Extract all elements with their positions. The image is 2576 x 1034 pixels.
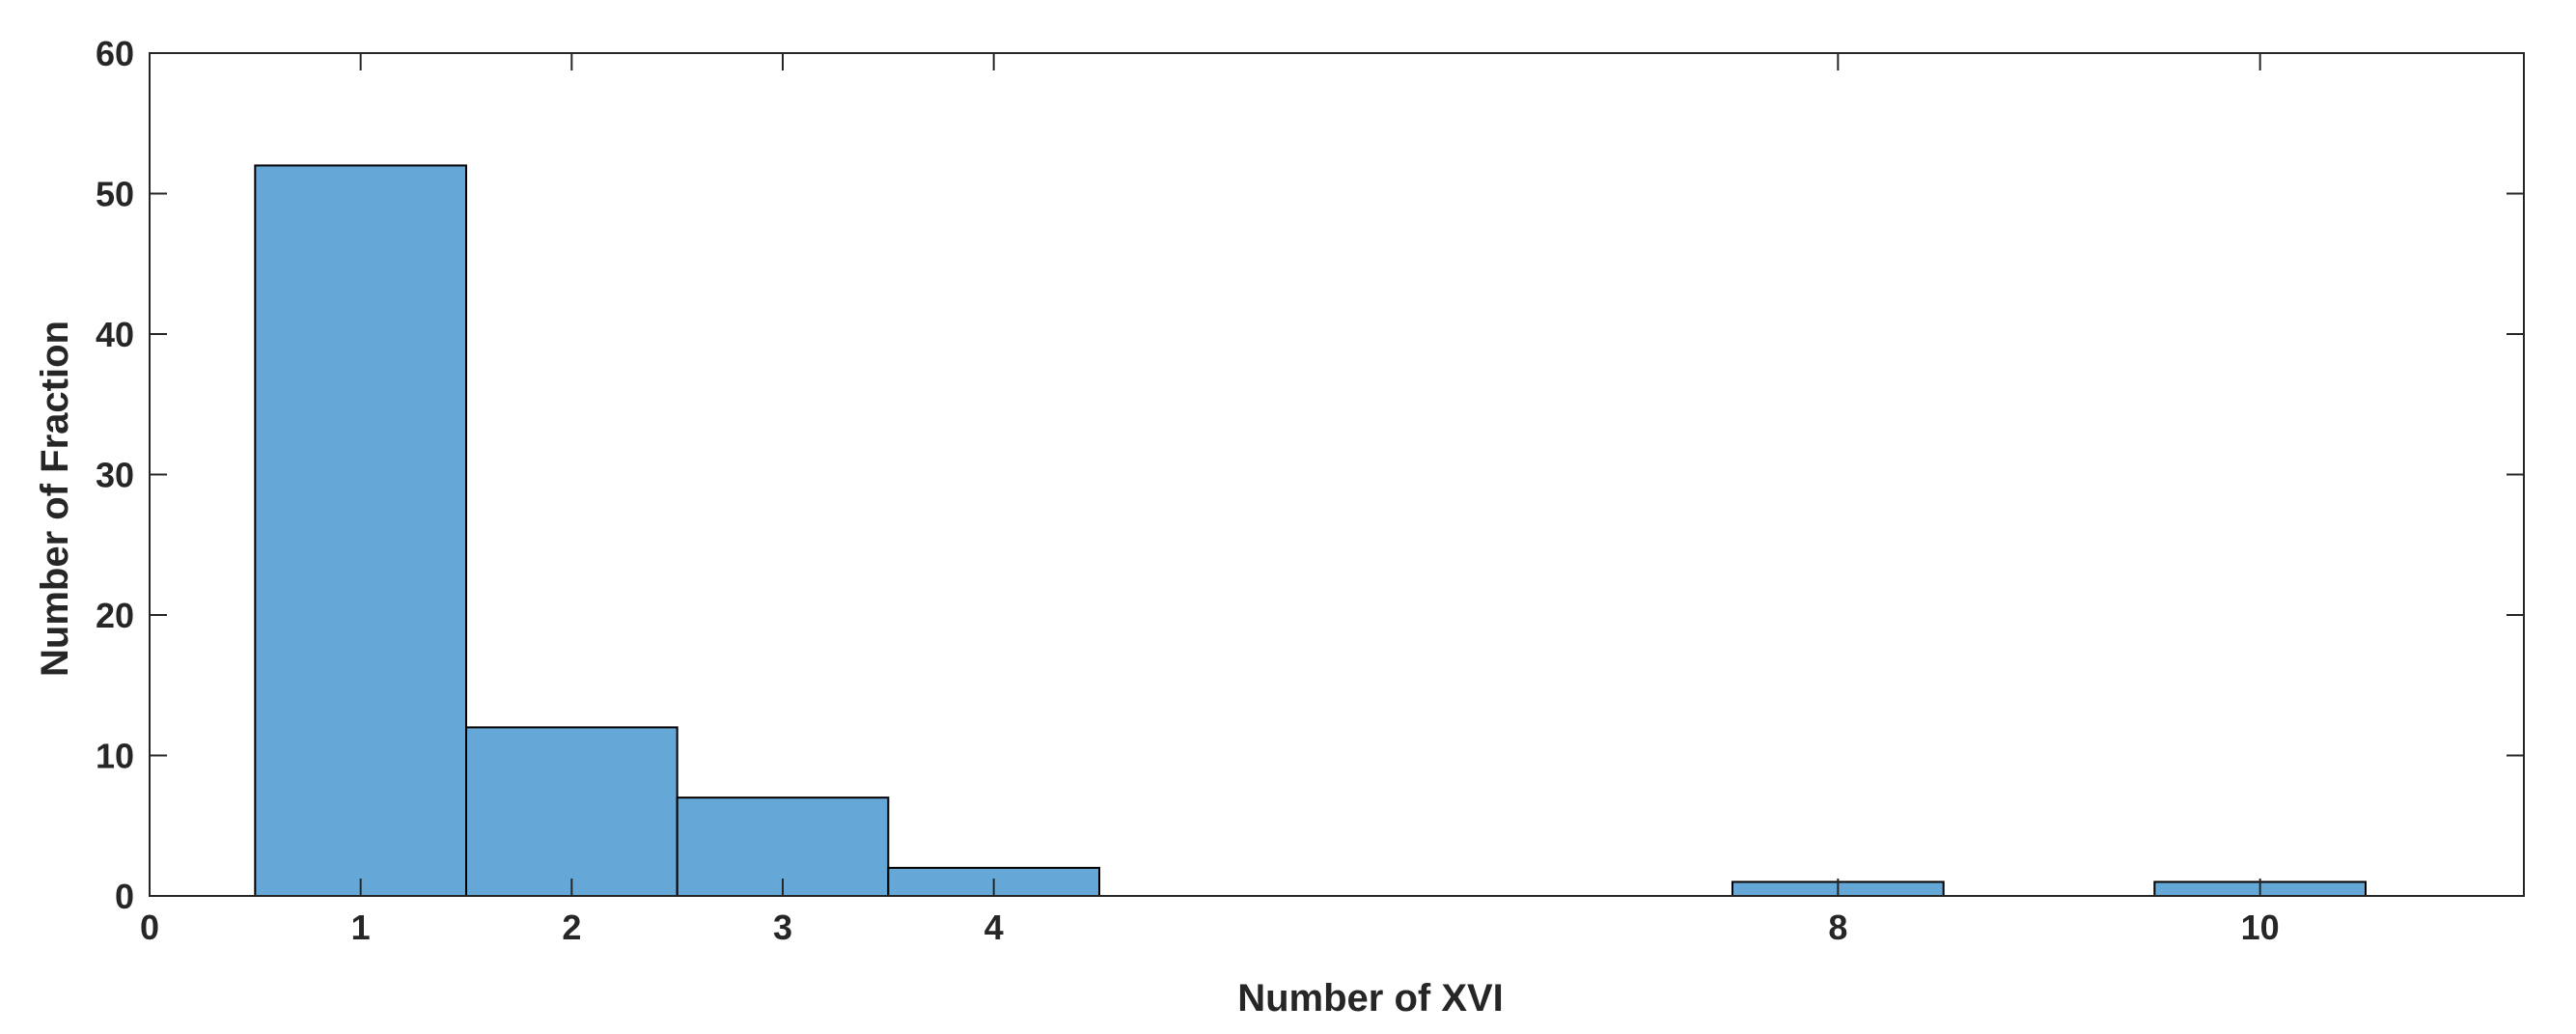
x-tick-label: 10 — [2241, 908, 2280, 947]
x-tick-label: 4 — [984, 908, 1004, 947]
x-tick-label: 2 — [562, 908, 581, 947]
bars-group — [254, 164, 2367, 898]
x-tick-label: 8 — [1828, 908, 1847, 947]
y-tick-label: 60 — [96, 34, 134, 73]
y-tick-label: 20 — [96, 596, 134, 635]
histogram-bar-1 — [254, 164, 468, 897]
y-tick-label: 40 — [96, 315, 134, 354]
histogram-bar-2 — [465, 726, 679, 898]
y-tick-label: 10 — [96, 737, 134, 776]
x-tick-label: 3 — [773, 908, 792, 947]
y-axis-ticks: 0 10 20 30 40 50 60 — [96, 34, 2524, 916]
y-tick-label: 0 — [115, 877, 134, 916]
x-axis-label: Number of XVI — [1237, 977, 1504, 1020]
y-tick-label: 50 — [96, 175, 134, 214]
x-axis-ticks: 0 1 2 3 4 8 10 — [140, 53, 2280, 947]
x-tick-label: 0 — [140, 908, 159, 947]
y-axis-label: Number of Fraction — [34, 321, 76, 677]
x-tick-label: 1 — [351, 908, 371, 947]
y-tick-label: 30 — [96, 456, 134, 495]
